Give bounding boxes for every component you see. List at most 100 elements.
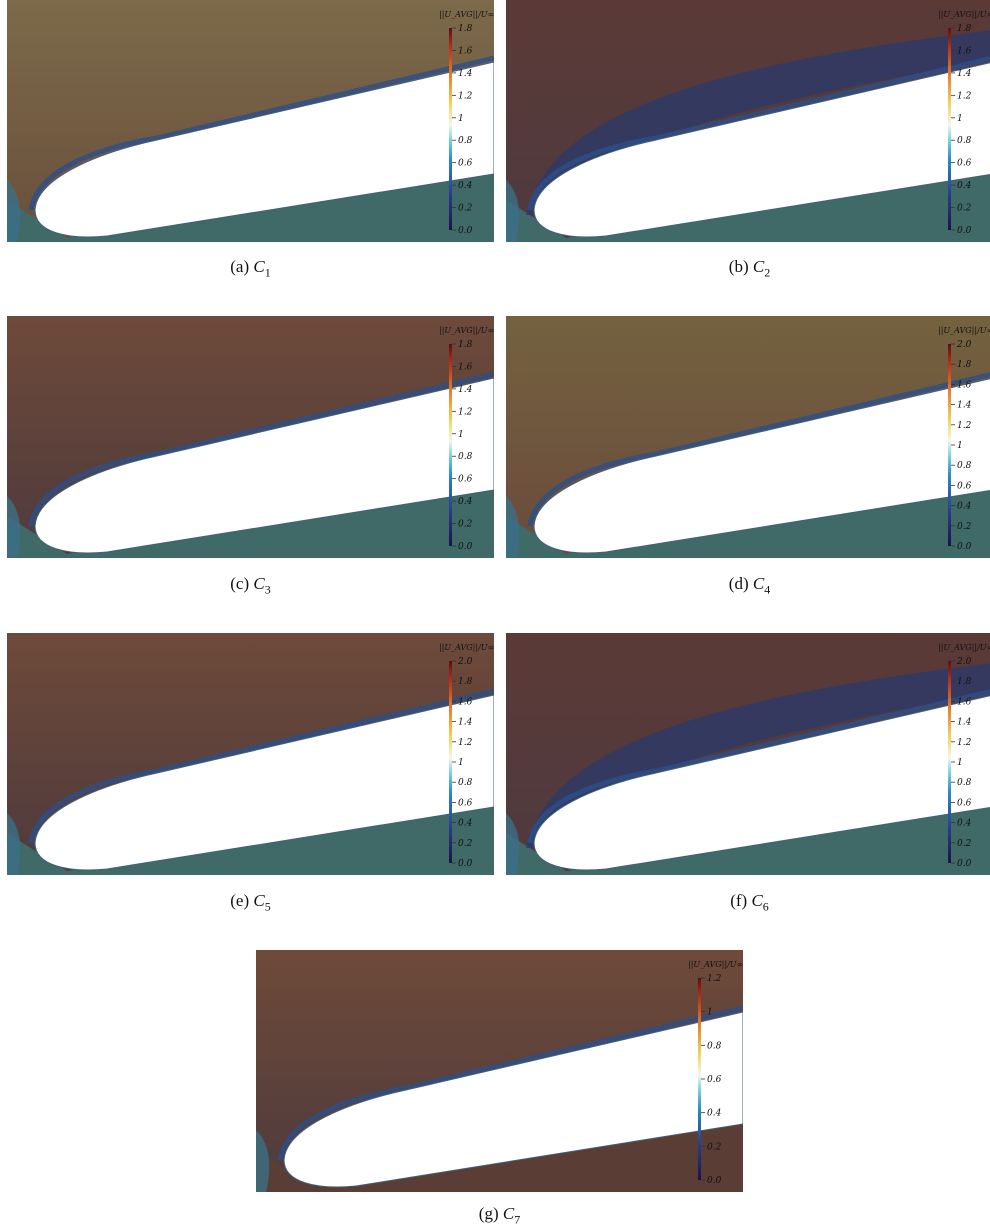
colorbar-title: ||U_AVG||/U∞ [439, 10, 494, 19]
caption-subscript: 6 [763, 899, 769, 913]
flow-panel: ||U_AVG||/U∞1.81.61.41.210.80.60.40.20.0 [506, 0, 990, 242]
colorbar-tick-label: 1 [458, 758, 464, 768]
colorbar-tick-label: 1.8 [957, 360, 972, 370]
colorbar-tick-label: 0.0 [458, 859, 473, 869]
colorbar [698, 978, 701, 1180]
colorbar-tick-label: 1 [957, 758, 963, 768]
colorbar [449, 28, 452, 230]
colorbar [948, 28, 951, 230]
colorbar [948, 661, 951, 863]
colorbar-tick-label: 1.2 [957, 738, 972, 748]
colorbar-tick-label: 0.2 [957, 522, 972, 532]
colorbar-tick-label: 0.6 [957, 481, 972, 491]
caption-label: (f) [730, 891, 747, 910]
colorbar-tick-label: 0.4 [957, 181, 972, 191]
caption-label: (c) [230, 574, 249, 593]
colorbar-tick-label: 1.4 [957, 69, 972, 79]
colorbar-tick-label: 0.2 [957, 839, 972, 849]
colorbar-tick-label: 2.0 [956, 657, 972, 667]
colorbar-tick-label: 0.4 [458, 819, 473, 829]
flow-panel: ||U_AVG||/U∞1.81.61.41.210.80.60.40.20.0 [7, 0, 494, 242]
colorbar-tick-label: 1.4 [957, 718, 972, 728]
colorbar-tick-label: 1.6 [957, 697, 972, 707]
caption: (f) C6 [600, 891, 900, 914]
caption: (d) C4 [600, 574, 900, 597]
caption: (a) C1 [101, 257, 401, 280]
colorbar-tick-label: 0.4 [957, 819, 972, 829]
colorbar-tick-label: 0.8 [458, 136, 473, 146]
colorbar-tick-label: 0.8 [458, 778, 473, 788]
colorbar-tick-label: 1.2 [957, 421, 972, 431]
colorbar-tick-label: 0.4 [458, 181, 473, 191]
colorbar-tick-label: 1.6 [458, 46, 473, 56]
colorbar-title: ||U_AVG||/U∞ [439, 643, 494, 652]
flow-panel: ||U_AVG||/U∞2.01.81.61.41.210.80.60.40.2… [506, 633, 990, 875]
colorbar-tick-label: 0.8 [707, 1041, 722, 1051]
colorbar-tick-label: 1.2 [957, 91, 972, 101]
caption-symbol: C [753, 574, 764, 593]
colorbar-tick-label: 0.2 [458, 839, 473, 849]
caption-label: (d) [729, 574, 749, 593]
caption-label: (b) [729, 257, 749, 276]
caption-symbol: C [253, 891, 264, 910]
colorbar-tick-label: 0.2 [957, 204, 972, 214]
colorbar-tick-label: 2.0 [457, 657, 473, 667]
flow-panel: ||U_AVG||/U∞1.81.61.41.210.80.60.40.20.0 [7, 316, 494, 558]
caption-symbol: C [503, 1204, 514, 1223]
colorbar [449, 661, 452, 863]
colorbar-tick-label: 1.2 [458, 407, 473, 417]
colorbar-tick-label: 0.4 [957, 502, 972, 512]
caption-label: (a) [230, 257, 249, 276]
colorbar-tick-label: 0.4 [458, 497, 473, 507]
colorbar-title: ||U_AVG||/U∞ [938, 10, 990, 19]
colorbar-tick-label: 0.2 [707, 1142, 722, 1152]
colorbar-tick-label: 0.0 [458, 226, 473, 236]
caption-subscript: 5 [265, 899, 271, 913]
caption: (b) C2 [600, 257, 900, 280]
caption-subscript: 7 [514, 1212, 520, 1226]
flow-panel: ||U_AVG||/U∞1.210.80.60.40.20.0 [256, 950, 743, 1192]
caption-symbol: C [751, 891, 762, 910]
colorbar [948, 344, 951, 546]
colorbar-tick-label: 0.0 [957, 226, 972, 236]
caption-symbol: C [753, 257, 764, 276]
colorbar-tick-label: 1.2 [458, 91, 473, 101]
flow-panel: ||U_AVG||/U∞ 2.0 1.8 1.6 1.4 1.2 1 0.8 0.6 0.4 0.2… [7, 633, 494, 875]
colorbar-tick-label: 1 [707, 1008, 713, 1018]
colorbar-tick-label: 1.6 [458, 362, 473, 372]
caption-label: (g) [479, 1204, 499, 1223]
colorbar-tick-label: 1 [458, 114, 464, 124]
flow-panel: ||U_AVG||/U∞2.01.81.61.41.210.80.60.40.2… [506, 316, 990, 558]
colorbar-tick-label: 0.8 [957, 461, 972, 471]
caption: (g) C7 [350, 1204, 650, 1227]
colorbar-tick-label: 1.6 [957, 380, 972, 390]
colorbar-tick-label: 1.6 [458, 697, 473, 707]
caption-subscript: 3 [265, 582, 271, 596]
caption-subscript: 4 [764, 582, 770, 596]
colorbar-tick-label: 0.8 [458, 452, 473, 462]
colorbar-tick-label: 1.4 [957, 401, 972, 411]
colorbar-tick-label: 1.4 [458, 718, 473, 728]
colorbar-title: ||U_AVG||/U∞ [938, 643, 990, 652]
colorbar-title: ||U_AVG||/U∞ [938, 326, 990, 335]
colorbar-tick-label: 2.0 [956, 340, 972, 350]
colorbar-tick-label: 0.6 [458, 159, 473, 169]
caption-symbol: C [253, 257, 264, 276]
colorbar-tick-label: 0.6 [707, 1075, 722, 1085]
caption-subscript: 2 [764, 265, 770, 279]
caption-subscript: 1 [265, 265, 271, 279]
colorbar-tick-label: 0.6 [458, 798, 473, 808]
colorbar-tick-label: 0.0 [458, 542, 473, 552]
colorbar-tick-label: 0.0 [957, 542, 972, 552]
colorbar-title: ||U_AVG||/U∞ [688, 960, 743, 969]
figure: ||U_AVG||/U∞ 1.8 1.6 1.4 1.2 1 0.8 0.6 0.4 0.2 0.0… [0, 0, 990, 1230]
colorbar-tick-label: 1.8 [458, 677, 473, 687]
caption: (e) C5 [101, 891, 401, 914]
colorbar-tick-label: 1.4 [458, 69, 473, 79]
colorbar-tick-label: 0.2 [458, 204, 473, 214]
colorbar-tick-label: 1.2 [458, 738, 473, 748]
colorbar-tick-label: 0.6 [957, 798, 972, 808]
caption-label: (e) [230, 891, 249, 910]
colorbar-tick-label: 1.4 [458, 385, 473, 395]
colorbar-tick-label: 0.0 [707, 1176, 722, 1186]
